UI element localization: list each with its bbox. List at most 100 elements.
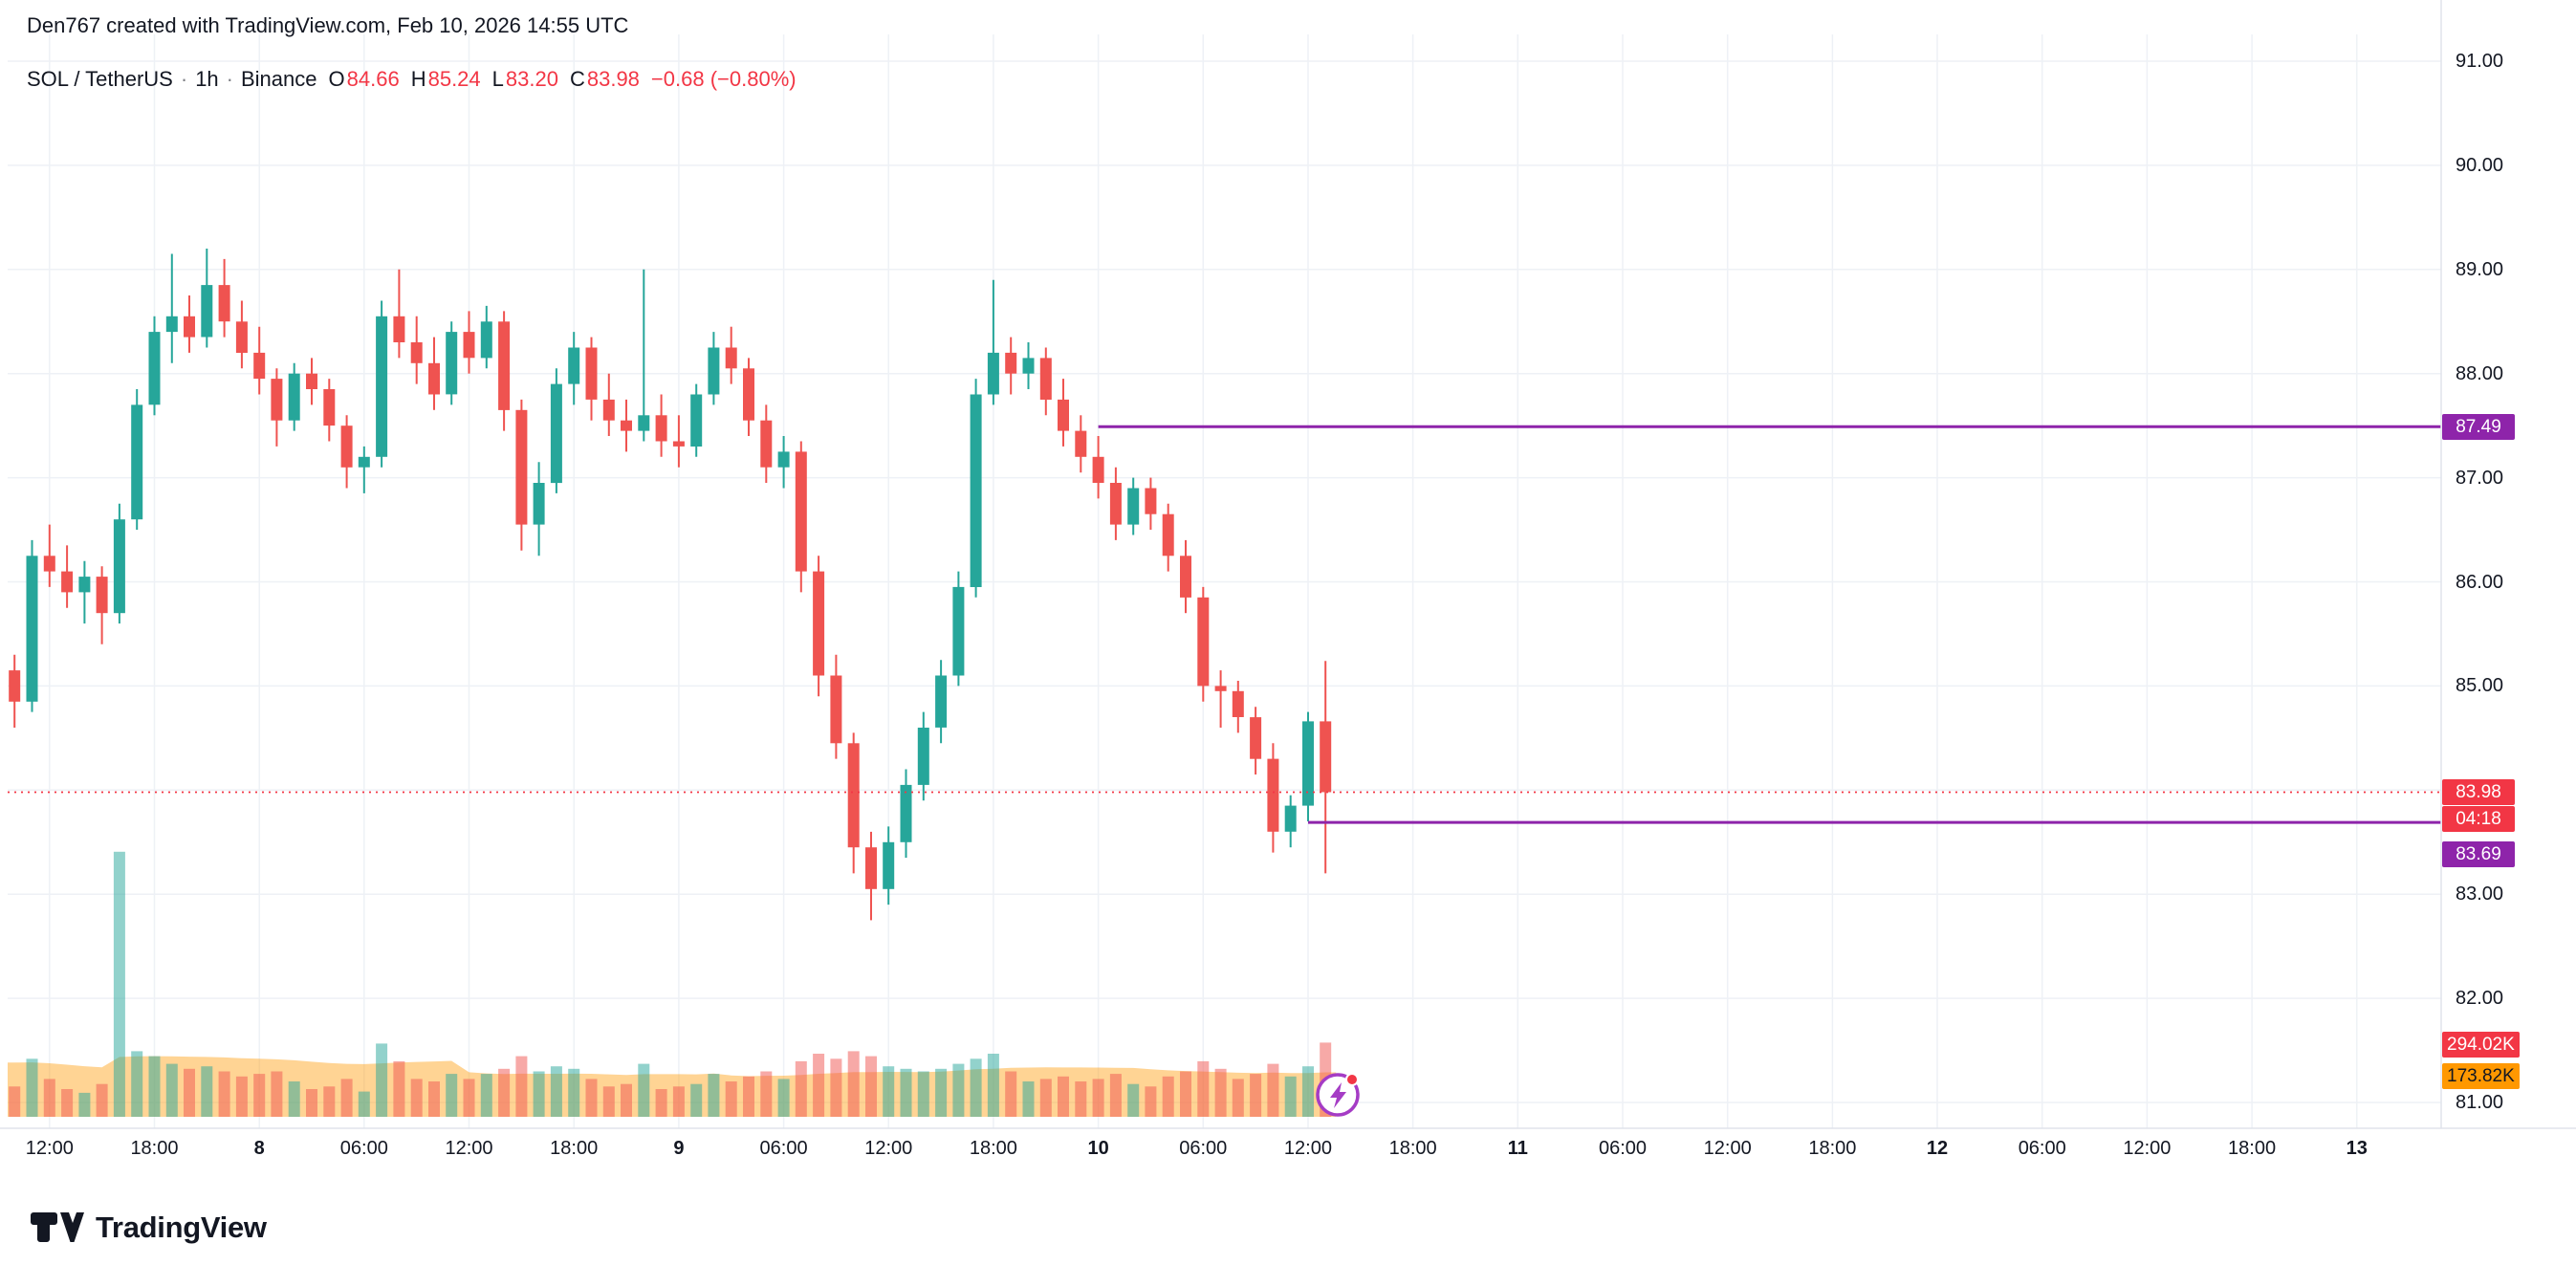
- price-axis-label: 87.00: [2456, 467, 2504, 489]
- candle-body: [253, 352, 266, 380]
- volume-bar: [987, 1054, 999, 1117]
- candle-body: [1197, 597, 1210, 687]
- volume-bar: [78, 1092, 91, 1117]
- time-axis-label: 18:00: [130, 1138, 179, 1159]
- candle-body: [218, 285, 230, 322]
- time-axis-label: 12:00: [2123, 1138, 2172, 1159]
- candle-body: [306, 373, 317, 389]
- price-axis-label: 88.00: [2456, 362, 2504, 384]
- volume-bar: [883, 1066, 895, 1117]
- volume-bar: [708, 1074, 720, 1117]
- candle-body: [708, 347, 720, 395]
- time-axis-label: 06:00: [1598, 1138, 1648, 1159]
- volume-bar: [165, 1063, 178, 1117]
- time-axis-label: 11: [1507, 1138, 1528, 1159]
- volume-bar: [131, 1051, 143, 1117]
- candle-body: [1145, 488, 1157, 514]
- tradingview-logo[interactable]: TradingView: [29, 1211, 267, 1245]
- candle-body: [1109, 483, 1122, 525]
- candle-body: [1058, 399, 1069, 431]
- volume-bar: [498, 1068, 511, 1117]
- volume-bar: [1145, 1086, 1157, 1117]
- exchange-label[interactable]: Binance: [241, 67, 317, 91]
- volume-bar: [900, 1068, 912, 1117]
- candle-body: [1180, 556, 1191, 598]
- volume-bar: [393, 1060, 405, 1117]
- price-axis-label: 90.00: [2456, 154, 2504, 176]
- candle-body: [883, 841, 895, 889]
- price-axis-label: 85.00: [2456, 675, 2504, 697]
- volume-bar: [480, 1074, 492, 1117]
- volume-bar: [952, 1063, 965, 1117]
- time-axis-label: 18:00: [550, 1138, 599, 1159]
- price-axis[interactable]: 91.00 90.00 89.00 88.00 87.00 86.00 85.00 83.00…: [2441, 0, 2576, 1128]
- volume-bar: [1232, 1079, 1244, 1117]
- volume-bar: [795, 1060, 807, 1117]
- price-axis-label: 82.00: [2456, 988, 2504, 1010]
- volume-bar: [428, 1081, 440, 1117]
- close-field: C83.98: [569, 67, 640, 91]
- candle-body: [1092, 456, 1104, 483]
- volume-bar: [463, 1079, 475, 1117]
- volume-bar: [235, 1076, 248, 1117]
- last-price-tag: 83.98: [2442, 779, 2515, 805]
- volume-bar: [1109, 1074, 1122, 1117]
- volume-bar: [1267, 1063, 1279, 1117]
- candle-body: [725, 347, 737, 369]
- time-axis-label: 12:00: [1703, 1138, 1752, 1159]
- candle-body: [638, 415, 650, 431]
- time-axis-label: 06:00: [1179, 1138, 1228, 1159]
- volume-bar: [410, 1079, 423, 1117]
- volume-bar: [1127, 1083, 1140, 1117]
- price-axis-label: 81.00: [2456, 1092, 2504, 1113]
- time-axis-label: 18:00: [1808, 1138, 1857, 1159]
- candle-body: [288, 373, 300, 421]
- volume-bar: [847, 1051, 860, 1117]
- volume-bar: [550, 1066, 562, 1117]
- candle-body: [1284, 805, 1297, 832]
- volume-ma-area: [8, 1056, 1337, 1117]
- symbol-name[interactable]: SOL / TetherUS: [27, 67, 173, 91]
- candle-body: [323, 389, 336, 426]
- time-axis[interactable]: 12:00 18:00 8 06:00 12:00 18:00 9 06:00 12:00 18:…: [0, 1138, 2576, 1168]
- volume-bar: [26, 1058, 38, 1117]
- change-label: −0.68 (−0.80%): [650, 67, 797, 91]
- level-price-tag-low: 83.69: [2442, 841, 2515, 867]
- candle-body: [131, 404, 143, 520]
- attribution-text: Den767 created with TradingView.com, Feb…: [27, 13, 629, 37]
- candle-body: [271, 379, 283, 421]
- volume-bar: [184, 1068, 195, 1117]
- volume-bar: [323, 1086, 336, 1117]
- volume-bar: [830, 1058, 842, 1117]
- candle-body: [393, 316, 405, 342]
- candle-body: [498, 321, 511, 410]
- open-field: O84.66: [328, 67, 400, 91]
- volume-bar: [813, 1054, 825, 1117]
- price-axis-label: 83.00: [2456, 883, 2504, 905]
- volume-bar: [218, 1071, 230, 1117]
- countdown-tag: 04:18: [2442, 806, 2515, 832]
- candle-body: [113, 519, 125, 614]
- volume-bar: [1214, 1068, 1227, 1117]
- lightning-icon[interactable]: [1316, 1073, 1360, 1117]
- volume-bar: [1058, 1076, 1069, 1117]
- candle-body: [777, 451, 790, 468]
- candle-body: [235, 321, 248, 353]
- candle-body: [1320, 721, 1332, 793]
- volume-bar: [1197, 1060, 1210, 1117]
- volume-bar: [621, 1083, 632, 1117]
- candle-body: [621, 420, 632, 431]
- volume-bar: [113, 851, 125, 1117]
- volume-bar: [1092, 1079, 1104, 1117]
- price-axis-label: 86.00: [2456, 571, 2504, 593]
- candle-body: [1127, 488, 1140, 525]
- candle-body: [795, 451, 807, 572]
- volume-bar: [376, 1043, 388, 1117]
- candle-body: [1022, 358, 1035, 374]
- volume-bar: [253, 1074, 266, 1117]
- interval-label[interactable]: 1h: [195, 67, 219, 91]
- volume-bar: [61, 1089, 74, 1117]
- volume-bar: [672, 1086, 685, 1117]
- low-field: L83.20: [491, 67, 558, 91]
